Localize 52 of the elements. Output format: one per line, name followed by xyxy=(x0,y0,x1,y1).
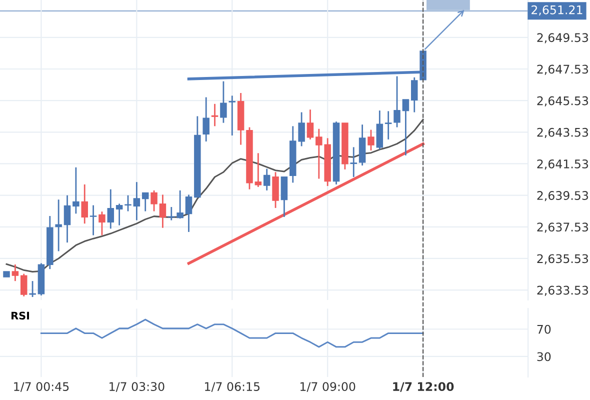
candlestick xyxy=(394,76,400,128)
candlestick xyxy=(368,129,374,152)
candlestick xyxy=(150,190,158,212)
candlestick xyxy=(64,194,71,244)
x-tick-label: 1/7 09:00 xyxy=(300,382,356,392)
candlestick xyxy=(272,171,279,209)
candlestick xyxy=(306,108,314,140)
y-tick-label: 2,639.53 xyxy=(537,191,588,202)
candlestick xyxy=(263,168,270,192)
candlestick xyxy=(211,103,218,127)
y-tick-label: 2,641.53 xyxy=(537,159,588,170)
x-tick-label: 1/7 03:30 xyxy=(110,382,164,392)
candlestick xyxy=(358,124,366,166)
candlestick xyxy=(12,264,19,282)
y-tick-label: 2,643.53 xyxy=(537,128,588,138)
candlestick xyxy=(107,188,114,230)
y-tick-label: 70 xyxy=(537,324,551,334)
candlestick xyxy=(280,176,288,218)
y-tick-label: 2,645.53 xyxy=(537,96,588,106)
candlestick xyxy=(72,166,80,214)
y-tick-label: 2,637.53 xyxy=(537,222,588,233)
candlestick xyxy=(116,202,123,226)
candlestick xyxy=(202,96,210,142)
ref-line-label: 2,651.21 xyxy=(532,5,582,16)
x-tick-label: 1/7 12:00 xyxy=(393,382,454,392)
candlestick xyxy=(98,210,106,236)
candlestick xyxy=(410,76,418,113)
candlestick xyxy=(90,204,97,236)
candlestick xyxy=(159,194,166,229)
x-tick-label: 1/7 06:15 xyxy=(205,382,260,392)
y-tick-label: 2,649.53 xyxy=(537,33,588,44)
candlestick xyxy=(142,192,149,212)
candlestick xyxy=(81,184,88,224)
candlestick xyxy=(384,110,392,140)
candlestick xyxy=(254,152,262,188)
candlestick xyxy=(124,194,132,212)
candlestick xyxy=(133,181,140,221)
candlestick xyxy=(350,146,357,178)
candlestick xyxy=(402,98,410,156)
x-tick-label: 1/7 00:45 xyxy=(14,382,69,392)
candlestick xyxy=(20,273,28,298)
candlestick xyxy=(220,80,227,124)
y-tick-label: 2,633.53 xyxy=(537,286,588,296)
candlestick xyxy=(228,94,236,136)
y-tick-label: 2,647.53 xyxy=(537,64,588,75)
candlestick xyxy=(376,110,384,150)
chart-title: RSI xyxy=(12,312,29,320)
y-tick-label: 30 xyxy=(537,352,551,362)
line-series xyxy=(40,318,424,348)
candlestick xyxy=(185,194,192,233)
candlestick xyxy=(55,198,62,252)
y-tick-label: 2,635.53 xyxy=(537,254,588,264)
